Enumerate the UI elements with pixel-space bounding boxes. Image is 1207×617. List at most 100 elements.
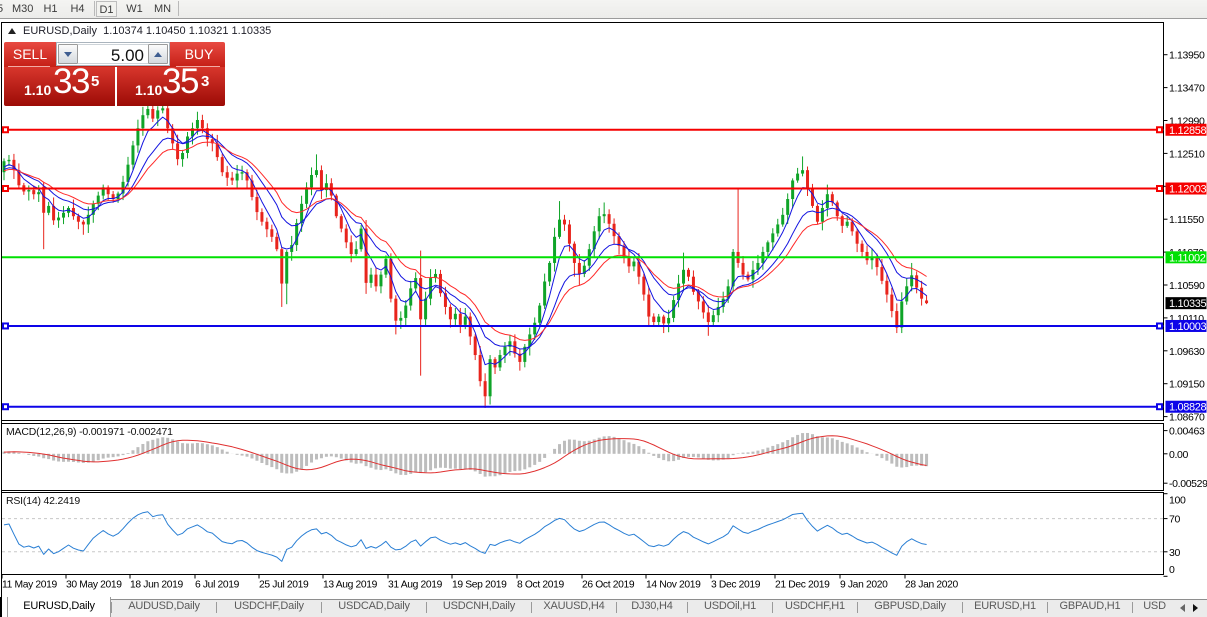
tab-usdcad-daily[interactable]: USDCAD,Daily: [338, 600, 410, 612]
up-arrow-icon: [154, 51, 162, 57]
candle-bull: [359, 228, 363, 250]
timeframe-button-d1[interactable]: D1: [96, 1, 117, 17]
candle-bull: [796, 173, 800, 181]
timeframe-button-5[interactable]: 5: [0, 1, 7, 17]
candle-bull: [453, 313, 457, 320]
time-axis-label: 14 Nov 2019: [646, 580, 701, 591]
candle-bull: [523, 346, 527, 362]
sell-price-pips: 33: [53, 62, 90, 101]
hline-price-label-1.08828: [1165, 400, 1207, 413]
hline-price-label-1.12858: [1165, 123, 1207, 136]
time-axis-label: 28 Jan 2020: [905, 580, 958, 591]
tab-usd[interactable]: USD: [1143, 600, 1166, 612]
candle-bear: [280, 249, 284, 284]
candle-bull: [711, 315, 715, 323]
timeframe-button-m30[interactable]: M30: [12, 3, 34, 15]
timeframe-button-h4[interactable]: H4: [70, 3, 85, 15]
rsi-title: RSI(14): [6, 495, 41, 507]
candle-bull: [136, 128, 140, 146]
candle-bear: [245, 172, 249, 181]
timeframe-button-w1[interactable]: W1: [126, 3, 143, 15]
rsi-axis-label: 70: [1169, 514, 1180, 526]
candle-bull: [781, 214, 785, 225]
sell-button[interactable]: SELL: [12, 46, 48, 62]
buy-price-prefix: 1.10: [135, 82, 163, 98]
tab-dj30-h4[interactable]: DJ30,H4: [631, 600, 673, 612]
tab-usdchf-h1[interactable]: USDCHF,H1: [785, 600, 845, 612]
hline-handle-center: [1158, 128, 1161, 132]
candle-bear: [562, 219, 566, 225]
tab-usdoil-h1[interactable]: USDOil,H1: [704, 600, 756, 612]
candle-bull: [602, 214, 606, 217]
candle-bear: [890, 294, 894, 312]
tab-usdchf-daily[interactable]: USDCHF,Daily: [234, 600, 304, 612]
candle-bear: [860, 243, 864, 252]
toolbar-separator: [93, 1, 95, 16]
candle-bull: [235, 173, 239, 181]
tab-gbpaud-h1[interactable]: GBPAUD,H1: [1059, 600, 1121, 612]
tab-eurusd-daily[interactable]: EURUSD,Daily: [7, 597, 111, 617]
candle-bear: [850, 221, 854, 232]
buy-button[interactable]: BUY: [184, 46, 214, 62]
sell-price-button[interactable]: 1.10 33 5: [4, 62, 115, 106]
price-axis-label: 1.09150: [1169, 379, 1205, 391]
scroll-tabs-right-icon[interactable]: [1193, 604, 1198, 612]
candle-bull: [290, 245, 294, 252]
volume-decrease-button[interactable]: [58, 44, 78, 64]
scroll-tabs-left-icon[interactable]: [1180, 604, 1185, 612]
candle-bull: [716, 306, 720, 316]
rsi-axis-label: 100: [1169, 495, 1186, 507]
candle-bear: [840, 216, 844, 226]
candle-bull: [0, 172, 1, 190]
tab-separator: [216, 602, 217, 613]
candle-bull: [553, 236, 557, 263]
candle-bull: [324, 183, 328, 191]
candle-bear: [389, 258, 393, 299]
tab-audusd-daily[interactable]: AUDUSD,Daily: [128, 600, 200, 612]
candle-bull: [429, 278, 433, 299]
tab-separator: [1132, 602, 1133, 613]
candle-bull: [905, 286, 909, 302]
candle-bull: [771, 233, 775, 243]
sell-price-prefix: 1.10: [24, 82, 52, 98]
candle-bull: [900, 301, 904, 328]
timeframe-button-mn[interactable]: MN: [153, 3, 172, 15]
time-axis-label: 26 Oct 2019: [582, 580, 635, 591]
tab-eurusd-h1[interactable]: EURUSD,H1: [974, 600, 1036, 612]
candle-bear: [220, 157, 224, 173]
time-axis-label: 21 Dec 2019: [775, 580, 830, 591]
timeframe-button-h1[interactable]: H1: [43, 3, 58, 15]
tab-separator: [321, 602, 322, 613]
tab-gbpusd-daily[interactable]: GBPUSD,Daily: [874, 600, 946, 612]
tab-separator: [616, 602, 617, 613]
candle-bear: [647, 294, 651, 317]
candle-bull: [305, 187, 309, 204]
time-axis-label: 8 Oct 2019: [517, 580, 564, 591]
candle-bull: [146, 108, 150, 116]
volume-spinner: 5.00: [56, 42, 170, 66]
price-axis[interactable]: 1.139501.134701.129901.125101.120301.115…: [1163, 50, 1207, 577]
time-axis-label: 9 Jan 2020: [840, 580, 888, 591]
hline-handle-center: [1158, 187, 1161, 191]
tab-xauusd-h4[interactable]: XAUUSD,H4: [543, 600, 605, 612]
candle-bull: [533, 322, 537, 335]
hline-handle-center: [4, 187, 7, 191]
candle-bear: [880, 267, 884, 281]
candle-bull: [766, 242, 770, 252]
volume-input[interactable]: 5.00: [78, 44, 148, 65]
buy-price-button[interactable]: 1.10 35 3: [117, 62, 225, 106]
time-axis-label: 6 Jul 2019: [195, 580, 240, 591]
tab-separator: [687, 602, 688, 613]
collapse-triangle-icon[interactable]: [8, 28, 16, 34]
candle-bear: [895, 311, 899, 328]
hline-price-label-text: 1.08828: [1169, 402, 1207, 414]
tab-usdcnh-daily[interactable]: USDCNH,Daily: [442, 600, 516, 612]
candle-bear: [915, 275, 919, 288]
volume-increase-button[interactable]: [148, 44, 168, 64]
candle-bull: [791, 180, 795, 200]
candle-bull: [597, 216, 601, 232]
candle-bull: [657, 316, 661, 323]
time-axis[interactable]: 11 May 2019 30 May 2019 18 Jun 2019 6 Jul 2…: [1, 574, 959, 591]
candle-bear: [875, 257, 879, 268]
main-panel-content: [0, 101, 1164, 411]
